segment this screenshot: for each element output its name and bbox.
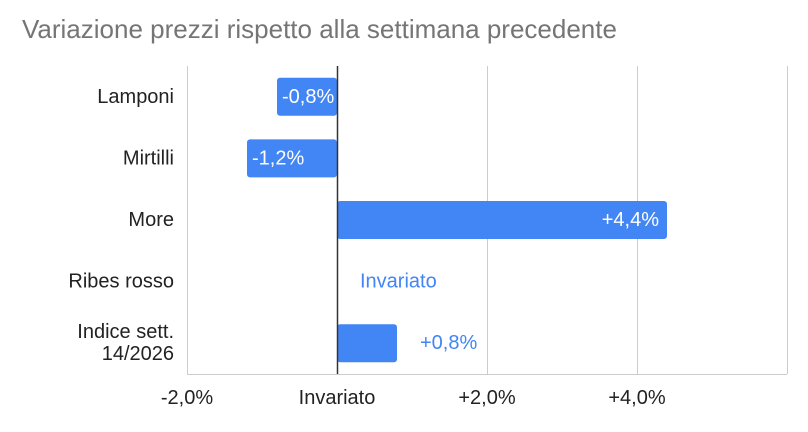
data-label-4: +0,8% [420,332,477,354]
data-label-0: -0,8% [282,86,334,108]
chart-title: Variazione prezzi rispetto alla settiman… [22,14,617,44]
x-tick-label-3: +4,0% [608,387,665,409]
bar-2 [337,201,667,239]
category-label-3: Ribes rosso [68,271,174,293]
category-label-line: Mirtilli [123,147,174,169]
x-tick-label-0: -2,0% [161,387,213,409]
data-labels: -0,8% -1,2% +4,4% Invariato +0,8% [252,86,659,354]
bar-0 [277,77,337,116]
category-label-line: Ribes rosso [68,271,174,293]
x-tick-label-1: Invariato [299,387,376,409]
x-tick-label-2: +2,0% [458,387,515,409]
bar-4 [337,324,397,363]
category-label-line: Indice sett. [77,321,174,343]
bars [247,77,667,363]
category-labels: Lamponi Mirtilli More Ribes rosso Indice set… [68,86,174,365]
category-label-2: More [128,209,174,231]
category-label-1: Mirtilli [123,147,174,169]
category-label-line: More [128,209,174,231]
data-label-1: -1,2% [252,147,304,169]
category-label-line: 14/2026 [102,343,174,365]
bar-1 [247,139,337,178]
category-label-0: Lamponi [97,86,174,108]
data-label-3: Invariato [360,271,437,293]
category-label-4: Indice sett. 14/2026 [77,321,174,365]
x-tick-labels: -2,0% Invariato +2,0% +4,0% [161,387,666,409]
category-label-line: Lamponi [97,86,174,108]
data-label-2: +4,4% [602,209,659,231]
